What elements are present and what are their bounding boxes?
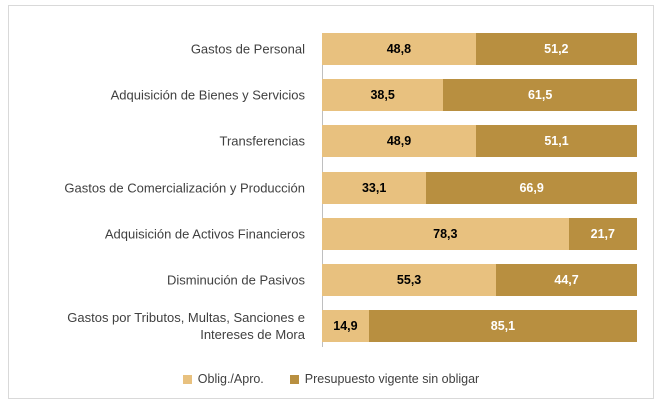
data-label: 51,2: [544, 42, 569, 56]
legend-swatch: [182, 374, 192, 384]
legend-swatch: [289, 374, 299, 384]
data-label: 48,9: [386, 134, 412, 149]
data-label: 66,9: [519, 180, 544, 195]
bar-segment: 61,5: [443, 79, 637, 112]
bar-segment: 66,9: [426, 171, 637, 204]
legend-label: Presupuesto vigente sin obligar: [304, 372, 480, 386]
bar-segment: 55,3: [322, 264, 497, 296]
bar-segment: 14,9: [322, 310, 369, 343]
legend-item: Presupuesto vigente sin obligar: [289, 372, 480, 386]
data-label: 33,1: [361, 180, 387, 195]
category-label: Disminución de Pasivos: [166, 272, 305, 288]
category-label: Gastos de Personal: [190, 41, 305, 57]
data-label: 21,7: [590, 226, 615, 241]
bar-segment: 38,5: [322, 79, 444, 112]
data-label: 51,1: [544, 134, 569, 149]
chart-frame: [8, 5, 654, 399]
category-label: Gastos de Comercialización y Producción: [64, 180, 305, 196]
data-label: 55,3: [396, 273, 422, 287]
data-label: 44,7: [554, 273, 579, 287]
data-label: 78,3: [433, 226, 458, 241]
legend-label: Oblig./Apro.: [197, 372, 264, 386]
bar-segment: 51,2: [475, 33, 637, 65]
legend-item: Oblig./Apro.: [182, 372, 264, 386]
data-label: 14,9: [333, 319, 358, 334]
legend: Oblig./Apro. Presupuesto vigente sin obli…: [0, 372, 662, 386]
bar-segment: 21,7: [568, 217, 637, 250]
bar-segment: 33,1: [322, 171, 427, 204]
category-label: Adquisición de Activos Financieros: [104, 226, 305, 242]
bar-segment: 78,3: [322, 217, 569, 250]
data-label: 61,5: [527, 88, 553, 103]
bar-segment: 48,9: [322, 125, 477, 158]
category-label: Transferencias: [219, 133, 306, 149]
bar-segment: 48,8: [322, 33, 476, 65]
category-label: Gastos por Tributos, Multas, Sanciones e…: [67, 310, 305, 343]
bar-segment: 51,1: [476, 125, 637, 158]
bar-segment: 44,7: [496, 264, 637, 296]
data-label: 85,1: [490, 319, 516, 334]
category-label: Adquisición de Bienes y Servicios: [110, 87, 305, 103]
data-label: 38,5: [370, 88, 395, 103]
bar-segment: 85,1: [368, 310, 637, 343]
data-label: 48,8: [386, 42, 412, 56]
